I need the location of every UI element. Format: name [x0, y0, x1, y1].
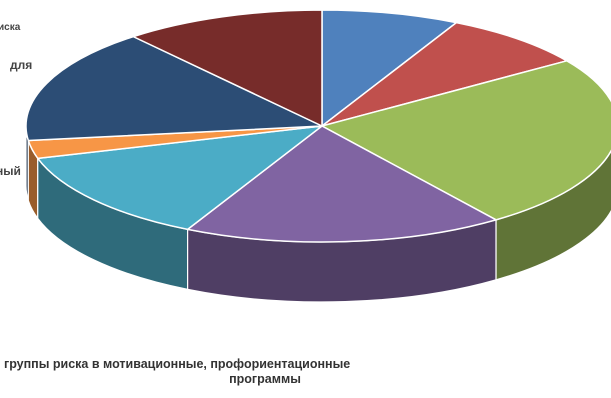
- pie-slice-6: [25, 35, 323, 142]
- pie-slice-3: [186, 125, 497, 243]
- pie-slice-4: [37, 125, 323, 231]
- caption-line-1: группы риска в мотивационные, профориент…: [4, 357, 351, 371]
- pie-slice-1: [321, 21, 568, 127]
- slice-label-0: иска: [0, 22, 21, 33]
- caption-line-2: программы: [229, 372, 301, 386]
- pie-slice-0: [321, 9, 458, 127]
- pie-slice-7: [132, 9, 323, 127]
- slice-label-3: ный: [0, 164, 21, 178]
- pie-slice-2: [321, 60, 611, 221]
- chart-caption: группы риска в мотивационные, профориент…: [0, 357, 530, 387]
- slice-label-1: для: [10, 58, 33, 72]
